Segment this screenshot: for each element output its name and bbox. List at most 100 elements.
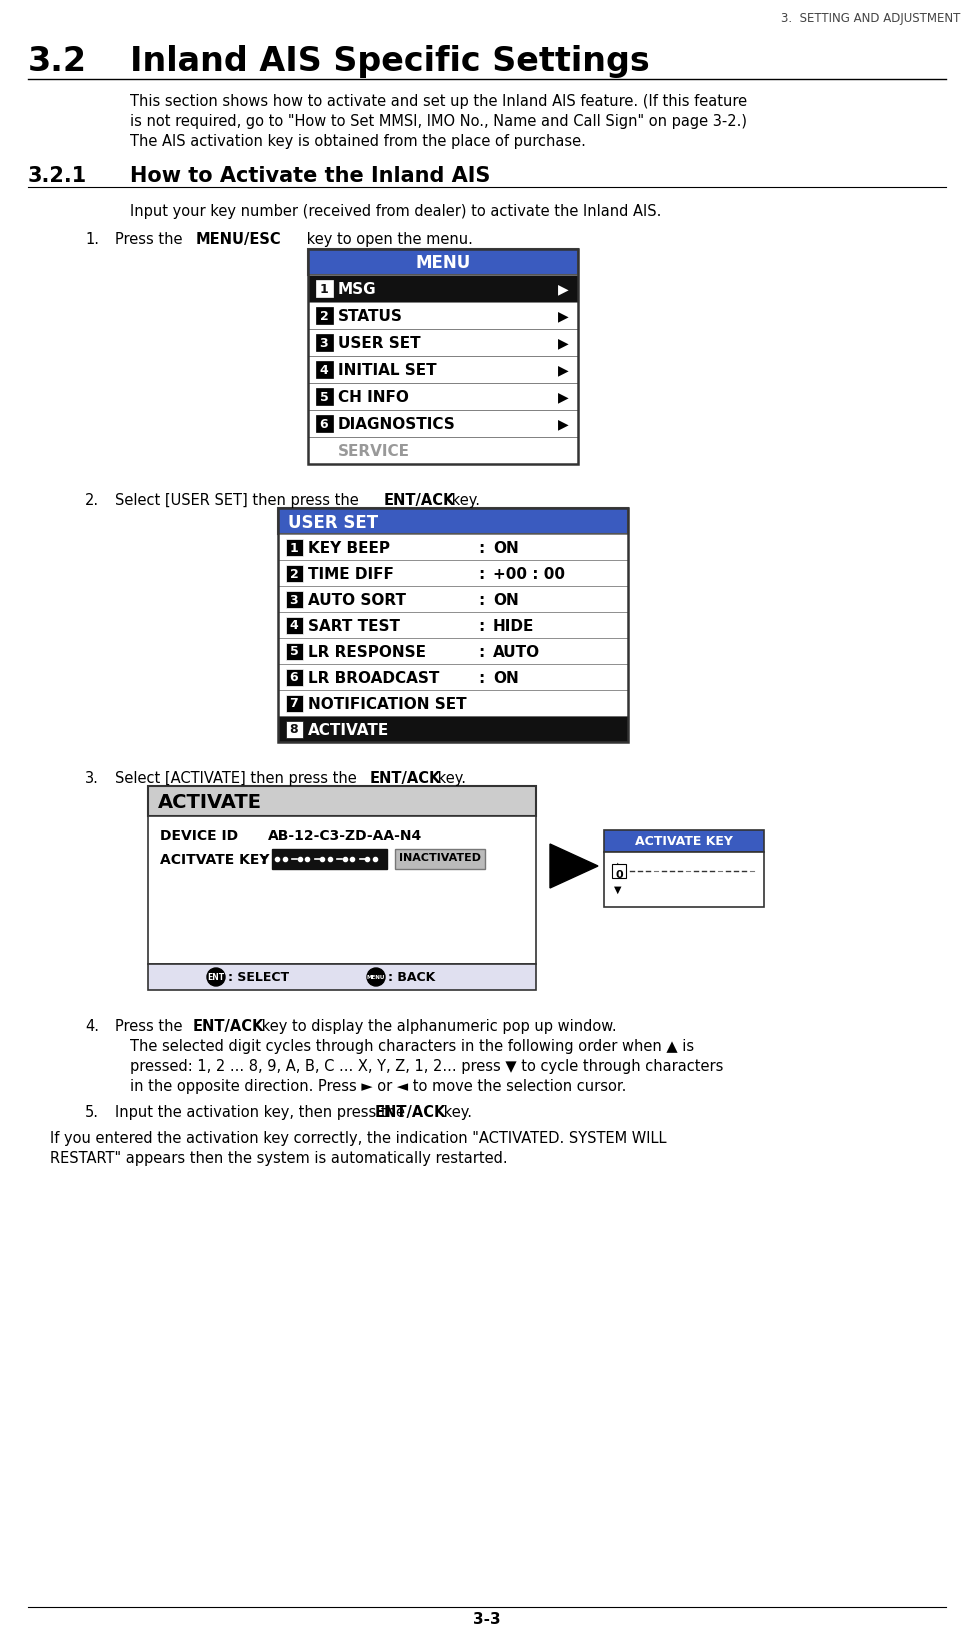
Text: 3: 3 xyxy=(289,593,298,606)
Text: key.: key. xyxy=(433,770,466,785)
Text: LR RESPONSE: LR RESPONSE xyxy=(308,644,426,659)
Text: :: : xyxy=(478,644,484,659)
Text: MENU: MENU xyxy=(415,254,470,272)
Text: 3-3: 3-3 xyxy=(473,1611,501,1626)
Text: 3.2.1: 3.2.1 xyxy=(28,166,88,185)
Bar xyxy=(285,721,303,738)
Text: 3: 3 xyxy=(319,336,328,349)
Bar xyxy=(148,787,536,816)
Text: :: : xyxy=(478,593,484,608)
Text: MENU: MENU xyxy=(367,975,385,980)
Text: If you entered the activation key correctly, the indication "ACTIVATED. SYSTEM W: If you entered the activation key correc… xyxy=(50,1131,666,1146)
Text: 3.  SETTING AND ADJUSTMENT: 3. SETTING AND ADJUSTMENT xyxy=(780,11,960,25)
Bar xyxy=(272,849,387,869)
Text: The selected digit cycles through characters in the following order when ▲ is: The selected digit cycles through charac… xyxy=(130,1039,694,1054)
Bar xyxy=(285,592,303,608)
Text: 5: 5 xyxy=(319,390,328,403)
Text: :: : xyxy=(478,567,484,582)
Text: ENT/ACK: ENT/ACK xyxy=(384,493,456,508)
Bar xyxy=(308,438,578,465)
Bar xyxy=(278,639,628,664)
Bar xyxy=(148,964,536,990)
Text: 4: 4 xyxy=(289,620,298,633)
Bar xyxy=(316,362,332,379)
Text: The AIS activation key is obtained from the place of purchase.: The AIS activation key is obtained from … xyxy=(130,134,586,149)
Circle shape xyxy=(207,969,225,987)
Text: 2: 2 xyxy=(319,310,328,323)
Text: ON: ON xyxy=(493,541,519,556)
Text: ACITVATE KEY: ACITVATE KEY xyxy=(160,852,270,867)
Text: ▶: ▶ xyxy=(558,390,569,403)
Bar xyxy=(148,816,536,964)
Bar xyxy=(308,329,578,357)
Text: ▶: ▶ xyxy=(558,282,569,295)
Bar xyxy=(316,388,332,406)
Circle shape xyxy=(367,969,385,987)
Bar xyxy=(278,534,628,561)
Text: ACTIVATE KEY: ACTIVATE KEY xyxy=(635,834,733,847)
Text: +00 : 00: +00 : 00 xyxy=(493,567,565,582)
Text: ENT: ENT xyxy=(207,974,225,982)
Bar xyxy=(285,695,303,711)
Text: ENT/ACK: ENT/ACK xyxy=(193,1018,264,1033)
Text: Inland AIS Specific Settings: Inland AIS Specific Settings xyxy=(130,44,650,79)
Bar xyxy=(308,384,578,411)
Text: Select [ACTIVATE] then press the: Select [ACTIVATE] then press the xyxy=(115,770,361,785)
Text: DEVICE ID: DEVICE ID xyxy=(160,828,238,842)
Text: KEY BEEP: KEY BEEP xyxy=(308,541,390,556)
Bar xyxy=(308,411,578,438)
Bar xyxy=(604,831,764,852)
Text: Press the: Press the xyxy=(115,231,187,247)
Text: Input your key number (received from dealer) to activate the Inland AIS.: Input your key number (received from dea… xyxy=(130,203,661,220)
Bar xyxy=(278,508,628,534)
Bar xyxy=(278,613,628,639)
Text: Press the: Press the xyxy=(115,1018,187,1033)
Bar xyxy=(278,690,628,716)
Text: INACTIVATED: INACTIVATED xyxy=(399,852,481,862)
Text: 2.: 2. xyxy=(85,493,99,508)
Text: AUTO: AUTO xyxy=(493,644,541,659)
Text: ENT/ACK: ENT/ACK xyxy=(375,1105,446,1119)
Text: ON: ON xyxy=(493,670,519,685)
Text: ▶: ▶ xyxy=(558,308,569,323)
Bar xyxy=(395,849,485,869)
Text: NOTIFICATION SET: NOTIFICATION SET xyxy=(308,697,467,711)
Text: ▶: ▶ xyxy=(558,336,569,349)
Text: ON: ON xyxy=(493,593,519,608)
Text: SART TEST: SART TEST xyxy=(308,618,400,634)
Bar xyxy=(316,308,332,325)
Bar xyxy=(308,249,578,465)
Bar xyxy=(308,275,578,303)
Text: 5: 5 xyxy=(289,646,298,659)
Bar xyxy=(604,852,764,908)
Text: in the opposite direction. Press ► or ◄ to move the selection cursor.: in the opposite direction. Press ► or ◄ … xyxy=(130,1078,626,1093)
Text: ▼: ▼ xyxy=(614,885,621,895)
Text: This section shows how to activate and set up the Inland AIS feature. (If this f: This section shows how to activate and s… xyxy=(130,93,747,108)
Text: ENT/ACK: ENT/ACK xyxy=(370,770,441,785)
Bar xyxy=(316,280,332,298)
Text: ACTIVATE: ACTIVATE xyxy=(158,793,262,811)
Text: pressed: 1, 2 ... 8, 9, A, B, C ... X, Y, Z, 1, 2... press ▼ to cycle through ch: pressed: 1, 2 ... 8, 9, A, B, C ... X, Y… xyxy=(130,1059,724,1074)
Bar xyxy=(278,716,628,742)
Bar xyxy=(285,618,303,634)
Text: :: : xyxy=(478,541,484,556)
Text: Select [USER SET] then press the: Select [USER SET] then press the xyxy=(115,493,363,508)
Text: ▶: ▶ xyxy=(558,362,569,377)
Text: 3.: 3. xyxy=(85,770,99,785)
Text: Input the activation key, then press the: Input the activation key, then press the xyxy=(115,1105,410,1119)
Text: USER SET: USER SET xyxy=(338,336,421,351)
Bar xyxy=(285,642,303,661)
Bar xyxy=(278,664,628,690)
Polygon shape xyxy=(550,844,598,888)
Text: HIDE: HIDE xyxy=(493,618,535,634)
Text: 1.: 1. xyxy=(85,231,99,247)
Text: 5.: 5. xyxy=(85,1105,99,1119)
Text: : BACK: : BACK xyxy=(388,970,435,983)
Text: MENU/ESC: MENU/ESC xyxy=(196,231,281,247)
Bar xyxy=(278,508,628,742)
Text: key to display the alphanumeric pop up window.: key to display the alphanumeric pop up w… xyxy=(257,1018,617,1033)
Text: AB-12-C3-ZD-AA-N4: AB-12-C3-ZD-AA-N4 xyxy=(268,828,423,842)
Text: ACTIVATE: ACTIVATE xyxy=(308,723,390,738)
Text: is not required, go to "How to Set MMSI, IMO No., Name and Call Sign" on page 3-: is not required, go to "How to Set MMSI,… xyxy=(130,115,747,129)
Bar xyxy=(308,303,578,329)
